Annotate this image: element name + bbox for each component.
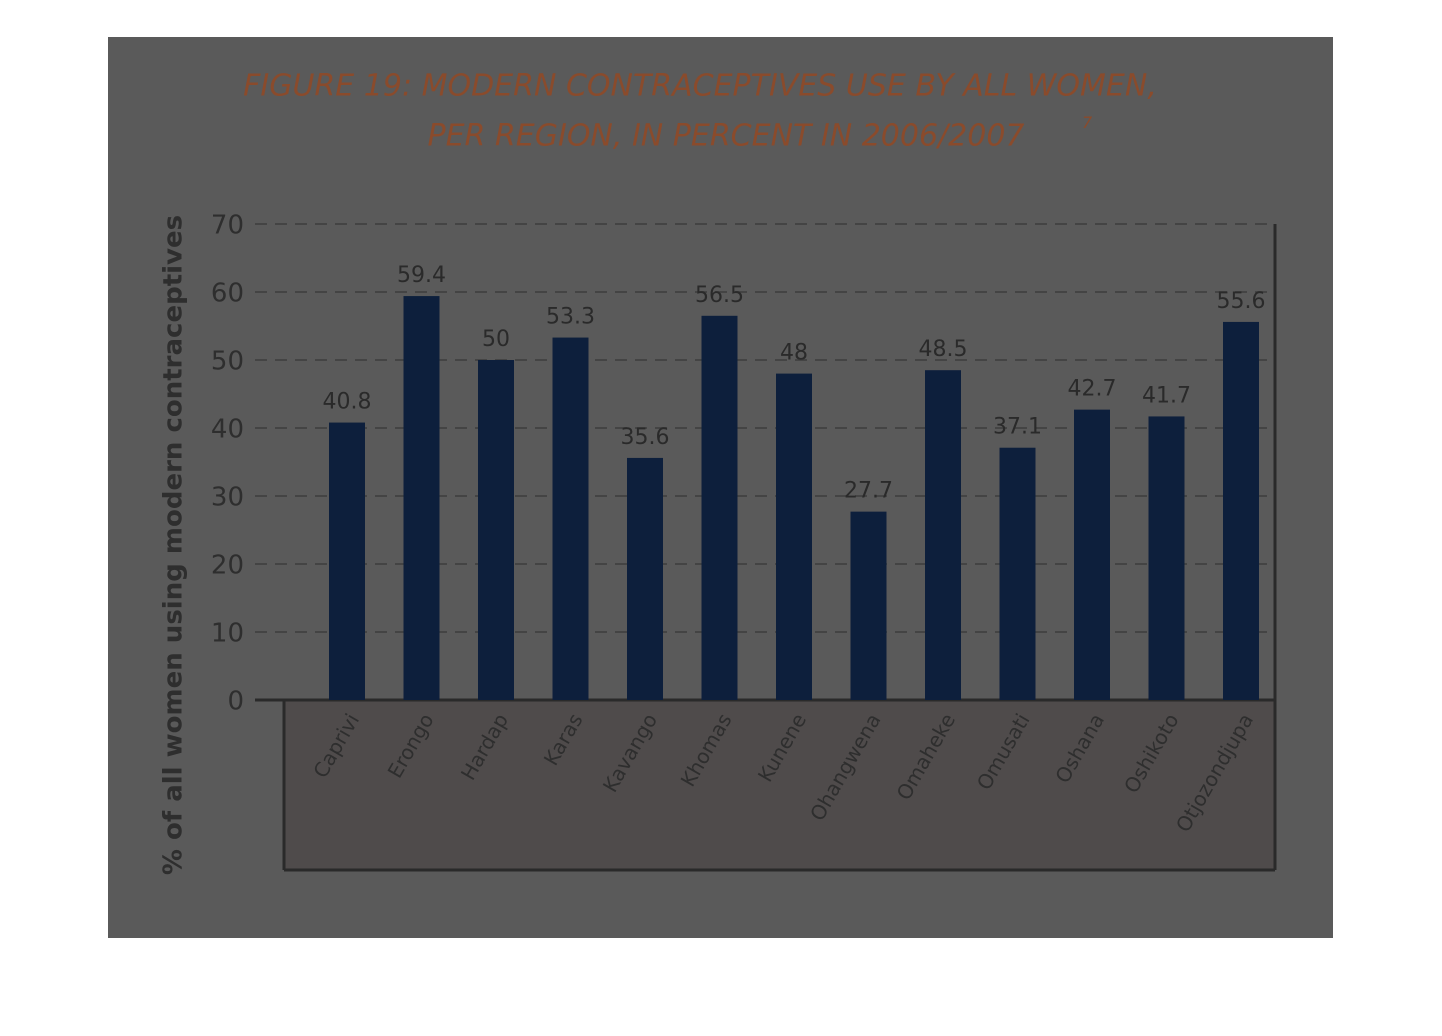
bar: [776, 373, 812, 700]
chart-title: FIGURE 19: MODERN CONTRACEPTIVES USE BY …: [243, 69, 1157, 104]
bar: [925, 370, 961, 700]
y-tick-label: 10: [211, 619, 244, 649]
y-tick-label: 20: [211, 551, 244, 581]
value-label: 59.4: [397, 263, 446, 288]
value-label: 55.6: [1217, 289, 1266, 314]
title-footnote: 7: [1082, 113, 1093, 132]
bar: [999, 447, 1036, 700]
y-tick-label: 0: [227, 687, 244, 717]
y-tick-label: 70: [211, 211, 244, 241]
chart-title: PER REGION, IN PERCENT IN 2006/2007: [428, 119, 1025, 154]
y-tick-label: 50: [211, 347, 244, 377]
value-label: 35.6: [621, 425, 670, 450]
y-tick-label: 30: [211, 483, 244, 513]
value-label: 48.5: [919, 337, 968, 362]
bar: [627, 457, 663, 700]
value-label: 48: [780, 341, 808, 366]
value-label: 27.7: [844, 479, 893, 504]
label-area: [284, 700, 1275, 870]
bar: [1148, 416, 1185, 700]
bar: [552, 337, 589, 700]
y-axis-label: % of all women using modern contraceptiv…: [159, 215, 189, 875]
value-label: 42.7: [1068, 377, 1117, 402]
bar: [403, 296, 440, 700]
bar: [329, 422, 365, 700]
value-label: 41.7: [1142, 383, 1191, 408]
value-label: 37.1: [993, 415, 1042, 440]
value-label: 53.3: [546, 305, 595, 330]
value-label: 40.8: [323, 390, 372, 415]
bar: [1074, 409, 1110, 700]
bar: [1223, 321, 1259, 700]
bar: [850, 511, 887, 700]
bar: [478, 360, 514, 700]
bar: [701, 315, 738, 700]
value-label: 56.5: [695, 283, 744, 308]
y-tick-label: 40: [211, 415, 244, 445]
value-label: 50: [482, 327, 510, 352]
y-tick-label: 60: [211, 279, 244, 309]
